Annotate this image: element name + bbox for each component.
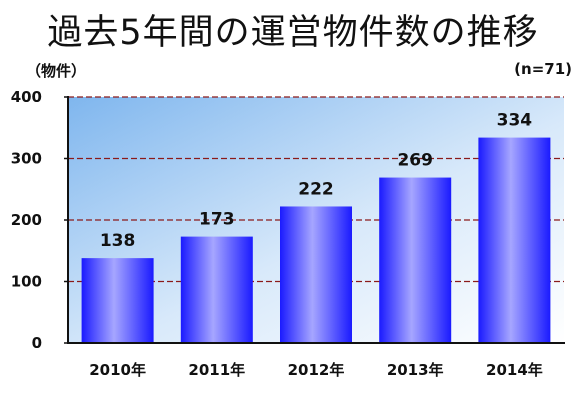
data-label: 222 bbox=[298, 179, 334, 199]
x-tick-label: 2014年 bbox=[486, 361, 543, 379]
bar bbox=[81, 258, 154, 343]
sample-size-note: (n=71) bbox=[514, 60, 572, 78]
bar bbox=[280, 206, 352, 343]
chart-title: 過去5年間の運営物件数の推移 bbox=[47, 13, 539, 53]
x-tick-label: 2013年 bbox=[387, 361, 444, 379]
y-tick-label: 300 bbox=[11, 150, 42, 168]
y-tick-label: 100 bbox=[11, 273, 42, 291]
bar bbox=[478, 137, 551, 343]
x-tick-label: 2012年 bbox=[288, 361, 345, 379]
data-label: 173 bbox=[199, 210, 235, 230]
y-axis-unit-label: （物件） bbox=[26, 62, 87, 80]
data-label: 138 bbox=[100, 231, 136, 251]
y-tick-label: 400 bbox=[11, 88, 42, 106]
x-tick-label: 2011年 bbox=[188, 361, 245, 379]
bar bbox=[180, 236, 253, 343]
x-tick-label: 2010年 bbox=[89, 361, 146, 379]
data-label: 334 bbox=[497, 111, 533, 131]
data-label: 269 bbox=[397, 151, 433, 171]
bar bbox=[379, 177, 452, 343]
y-tick-label: 0 bbox=[32, 334, 42, 352]
y-tick-label: 200 bbox=[11, 211, 42, 229]
